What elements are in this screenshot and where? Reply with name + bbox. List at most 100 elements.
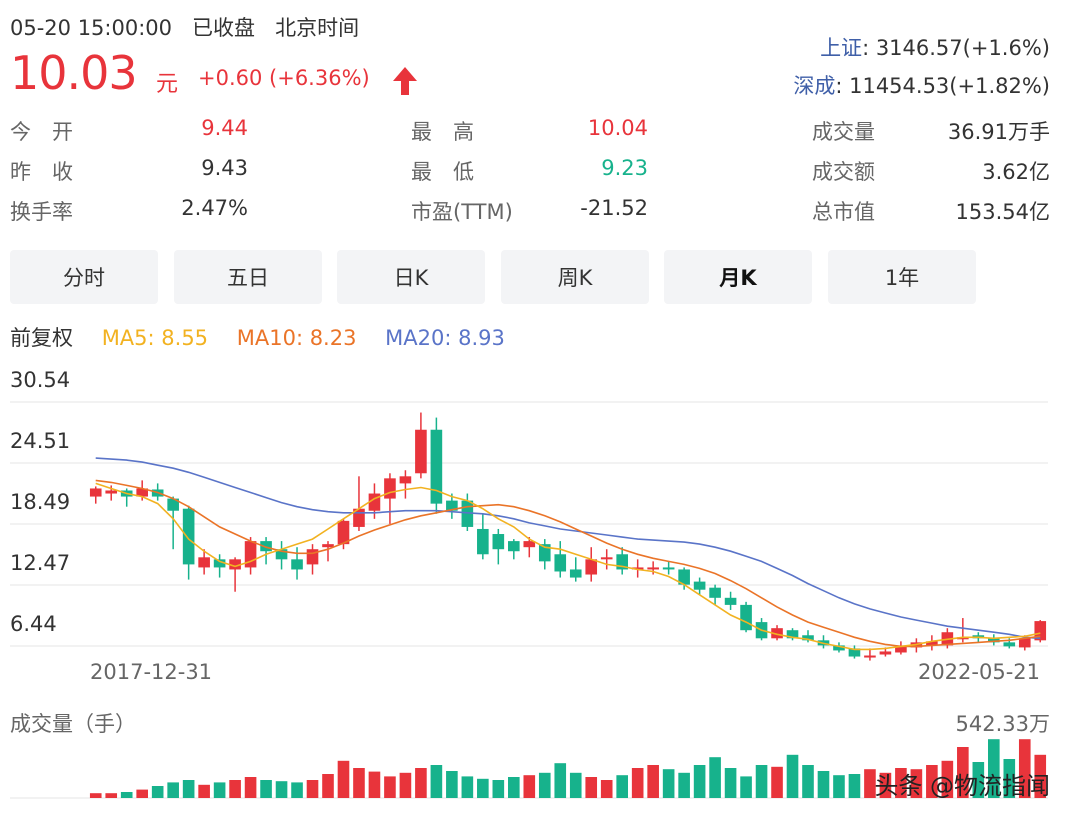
candle-body [709,587,721,598]
y-tick: 30.54 [10,368,71,392]
y-tick: 18.49 [10,490,71,514]
candle-body [662,567,675,570]
candle-body [848,648,861,657]
x-tick-end: 2022-05-21 [917,660,1040,684]
stat-label: 成交额 [812,160,875,184]
index-shenzhen[interactable]: 深成: 11454.53(+1.82%) [793,70,1050,100]
candle-body [105,490,118,494]
candle-body [616,554,628,570]
candle-body [1018,638,1031,648]
volume-bar [1018,739,1031,798]
volume-bar [136,789,148,798]
candle-body [600,557,613,560]
volume-bar [585,777,598,798]
adjust-label[interactable]: 前复权 [10,326,73,350]
candle-body [523,541,536,548]
candle-body [244,541,257,568]
volume-bar [848,774,861,798]
candle-body [957,637,969,640]
candle-body [647,567,659,570]
candle-body [399,476,412,484]
volume-bar [740,776,752,798]
timezone-label: 北京时间 [275,16,360,40]
volume-bar [693,765,706,798]
stat-low: 9.23 [601,156,648,180]
price-unit: 元 [156,72,179,97]
volume-bar [198,784,210,798]
candle-body [229,559,241,570]
stat-label: 成交量 [812,120,875,144]
candle-body [198,557,210,568]
candle-body [554,554,567,572]
candle-body [136,488,148,497]
ma10-legend: MA10: 8.23 [236,326,357,350]
volume-max: 542.33万 [955,712,1050,736]
candle-body [89,488,102,497]
volume-bar [492,780,505,798]
tab-intraday[interactable]: 分时 [10,250,158,304]
volume-bar [786,754,799,798]
volume-bar [802,765,814,798]
volume-bar [771,766,783,798]
volume-bar [569,772,582,798]
x-tick-start: 2017-12-31 [90,660,213,684]
candle-body [275,549,288,560]
candle-body [926,641,938,646]
volume-bar [523,775,536,798]
candle-body [895,645,907,653]
candle-body [477,528,489,555]
candle-body [802,635,814,641]
tab-five-day[interactable]: 五日 [174,250,322,304]
volume-bar [972,762,985,798]
index-shanghai[interactable]: 上证: 3146.57(+1.6%) [820,32,1050,62]
tab-weekly-k[interactable]: 周K [501,250,649,304]
volume-bar [291,782,303,798]
tab-monthly-k[interactable]: 月K [664,250,812,304]
stat-market-cap: 153.54亿 [955,200,1050,224]
tab-daily-k[interactable]: 日K [337,250,485,304]
volume-bar [244,777,257,798]
volume-bar [384,776,396,798]
candle-body [879,651,892,655]
volume-bar [213,782,226,798]
tab-one-year[interactable]: 1年 [828,250,976,304]
y-tick: 12.47 [10,551,71,575]
candle-body [693,581,706,590]
volume-bar [105,793,118,798]
candle-body [306,549,319,565]
volume-bar [229,780,241,798]
ma-legend: 前复权 MA5: 8.55 MA10: 8.23 MA20: 8.93 [10,322,505,352]
volume-bar [631,768,644,798]
volume-bar [353,768,365,798]
volume-bar [1003,759,1016,798]
stat-high: 10.04 [587,116,648,140]
volume-bar [508,777,520,798]
candle-body [415,429,427,474]
volume-bar [616,775,628,798]
volume-bar [755,765,768,798]
volume-bar [399,772,412,798]
volume-bar [817,771,830,798]
price-change: +0.60 (+6.36%) [198,66,370,90]
watermark: 头条 @物流指闻 [874,772,1050,800]
volume-bar [306,780,319,798]
index-name: 深成 [793,74,836,98]
candle-body [864,655,876,658]
candle-body [213,559,226,568]
up-arrow-icon [392,66,418,100]
stat-pe-ttm: -21.52 [580,196,648,220]
volume-bar [430,765,443,798]
volume-bar [910,769,923,798]
volume-bar [895,768,907,798]
stat-label: 市盈(TTM) [411,200,513,224]
candle-body [740,604,752,631]
stat-prev-close: 9.43 [201,156,248,180]
candle-body [988,638,1000,643]
volume-label: 成交量（手） [10,712,136,736]
candle-body [182,508,195,565]
ma20-legend: MA20: 8.93 [385,326,505,350]
stat-turnover-rate: 2.47% [181,196,248,220]
stat-label: 昨 收 [10,160,73,184]
stat-volume: 36.91万手 [947,120,1050,144]
